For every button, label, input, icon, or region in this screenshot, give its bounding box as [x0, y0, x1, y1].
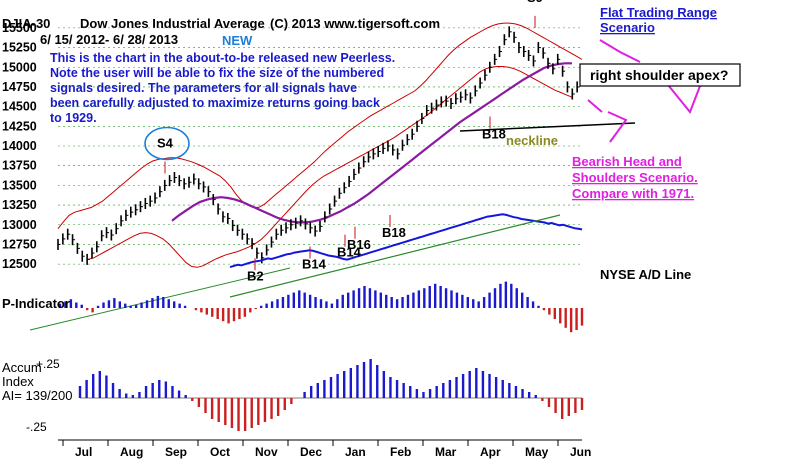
accum-index-panel — [78, 359, 584, 431]
x-axis-month-label: Jun — [570, 445, 591, 459]
signal-label: B14 — [302, 256, 327, 271]
price-tick-label: 15250 — [2, 41, 37, 55]
accum-label-3: AI= 139/200 — [2, 388, 72, 403]
signals: S4S9B2B14B14B16B18B18 — [144, 0, 543, 283]
note-line-5: to 1929. — [50, 111, 97, 125]
flat-range-label-2: Scenario — [600, 20, 655, 35]
hs-label-2: Shoulders Scenario. — [572, 170, 698, 185]
price-tick-label: 12750 — [2, 237, 37, 251]
flat-scenario-arrow-2 — [659, 74, 701, 114]
flat-range-label-1: Flat Trading Range — [600, 5, 717, 20]
x-axis-month-label: Nov — [255, 445, 278, 459]
price-tick-label: 15000 — [2, 60, 37, 74]
price-tick-label: 13750 — [2, 159, 37, 173]
flat-scenario-arrow-1 — [599, 39, 641, 63]
hs-scenario-arrow-2 — [607, 111, 628, 143]
p-indicator-trendline — [29, 267, 291, 331]
signal-label: B18 — [382, 225, 406, 240]
accum-label-1: Accum — [2, 360, 42, 375]
shoulder-apex-label: right shoulder apex? — [590, 67, 728, 83]
x-axis-month-label: Sep — [165, 445, 187, 459]
price-tick-label: 14500 — [2, 100, 37, 114]
x-axis-month-label: Mar — [435, 445, 457, 459]
price-bars — [57, 26, 585, 265]
annotations — [459, 39, 701, 143]
chart-title: Dow Jones Industrial Average — [80, 16, 265, 31]
upper-band-line — [57, 22, 583, 230]
ad-line-layer — [29, 213, 583, 331]
x-axis-month-label: Dec — [300, 445, 322, 459]
accum-bottom-tick: -.25 — [26, 420, 47, 434]
nyse-ad-label: NYSE A/D Line — [600, 267, 691, 282]
x-axis-month-label: Oct — [210, 445, 230, 459]
chart-symbol: DJIA-30 — [2, 16, 50, 31]
ad-trendline — [229, 214, 561, 298]
ad-line — [229, 213, 583, 269]
note-line-4: been carefully adjusted to maximize retu… — [50, 96, 380, 110]
note-line-3: signals desired. The parameters for all … — [50, 81, 357, 95]
signal-label: B2 — [247, 268, 264, 283]
moving-average-line — [171, 62, 572, 224]
chart-date-range: 6/ 15/ 2012- 6/ 28/ 2013 — [40, 32, 178, 47]
signal-s4-circle — [144, 126, 190, 161]
neckline-label: neckline — [506, 133, 558, 148]
hs-scenario-arrow-1 — [587, 99, 603, 113]
x-axis-month-label: Feb — [390, 445, 411, 459]
hs-label-1: Bearish Head and — [572, 154, 682, 169]
price-tick-label: 14250 — [2, 119, 37, 133]
signal-label: B18 — [482, 127, 506, 142]
p-indicator-label: P-Indicator — [2, 296, 70, 311]
price-tick-label: 14000 — [2, 139, 37, 153]
note-block: This is the chart in the about-to-be rel… — [50, 51, 395, 125]
x-axis: Jul Aug Sep Oct Nov Dec Jan Feb Mar Apr May Jun — [58, 439, 591, 459]
new-badge: NEW — [222, 33, 253, 48]
neckline-line — [459, 122, 636, 132]
price-tick-label: 13250 — [2, 198, 37, 212]
signal-label: B14 — [337, 245, 362, 260]
chart-copyright: (C) 2013 www.tigersoft.com — [270, 16, 440, 31]
x-axis-month-label: Apr — [480, 445, 501, 459]
price-tick-label: 12500 — [2, 257, 37, 271]
x-axis-month-label: Aug — [120, 445, 143, 459]
accum-label-2: Index — [2, 374, 34, 389]
x-axis-month-label: Jan — [345, 445, 366, 459]
shoulder-apex-box — [579, 63, 741, 87]
price-tick-label: 13000 — [2, 218, 37, 232]
p-indicator-panel — [58, 281, 584, 333]
signal-label: S4 — [157, 136, 174, 151]
signal-label: B16 — [347, 237, 371, 252]
note-line-1: This is the chart in the about-to-be rel… — [50, 51, 395, 65]
signal-label: S9 — [527, 0, 543, 5]
x-axis-month-label: Jul — [75, 445, 92, 459]
accum-top-tick: +.25 — [36, 357, 60, 371]
hs-label-3: Compare with 1971. — [572, 186, 694, 201]
price-axis: 12500 12750 13000 13250 13500 13750 14000 14250… — [2, 21, 37, 271]
price-tick-label: 15500 — [2, 21, 37, 35]
x-axis-month-label: May — [525, 445, 549, 459]
note-line-2: Note the user will be able to fix the si… — [50, 66, 384, 80]
price-tick-label: 13500 — [2, 178, 37, 192]
price-tick-label: 14750 — [2, 80, 37, 94]
